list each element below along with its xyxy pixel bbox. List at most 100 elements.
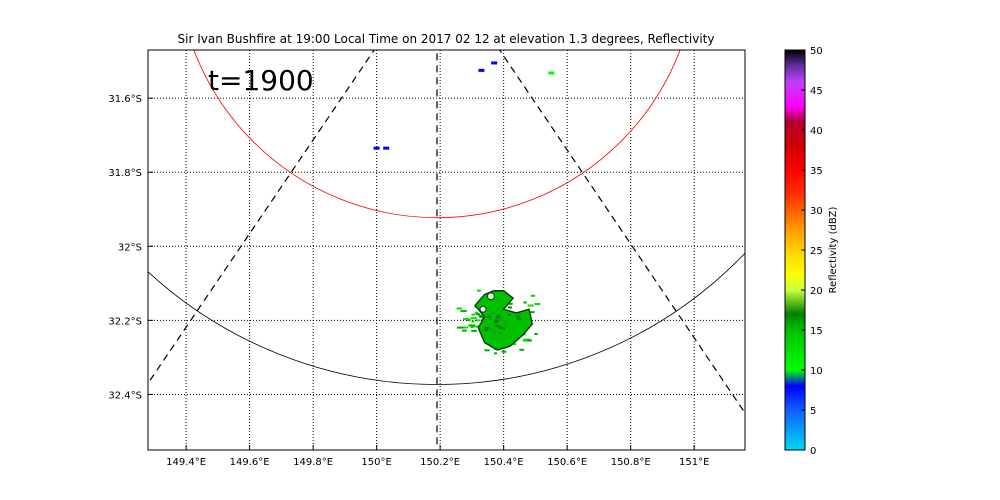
plume-texture: [488, 327, 493, 330]
plume-speckle: [470, 317, 477, 320]
plume-speckle: [484, 349, 490, 352]
plume-speckle: [475, 313, 481, 316]
plume-texture: [507, 313, 512, 316]
y-tick-label: 32°S: [118, 242, 142, 253]
plume-speckle: [474, 311, 479, 314]
colorbar-tick-label: 30: [810, 206, 823, 217]
plume-texture: [501, 327, 506, 330]
plume-texture: [488, 318, 493, 321]
plume-texture: [495, 316, 500, 319]
plume-texture: [494, 319, 499, 322]
plume-texture: [484, 326, 489, 329]
y-axis: 31.6°S 31.8°S 32°S 32.2°S 32.4°S: [108, 94, 153, 401]
plume-speckle: [534, 332, 538, 335]
colorbar-tick-label: 15: [810, 326, 823, 337]
plume-speckle: [476, 319, 481, 322]
plume-speckle: [522, 339, 528, 342]
plume-speckle: [471, 329, 477, 332]
colorbar-tick-label: 50: [810, 46, 823, 57]
plume-speckle: [476, 289, 481, 292]
plume-speckle: [460, 310, 467, 313]
grid-lines: [148, 50, 745, 450]
plume-texture: [505, 319, 510, 322]
colorbar-tick-label: 0: [810, 446, 816, 457]
x-tick-label: 149.8°E: [293, 457, 333, 468]
plume-speckle: [530, 311, 535, 314]
echo-pixel: [373, 146, 380, 150]
dashed-radial: [148, 50, 375, 384]
colorbar-tick-label: 10: [810, 366, 823, 377]
echo-pixel: [491, 61, 498, 65]
plume-speckle: [523, 301, 527, 304]
plume-speckle: [534, 302, 541, 305]
plume-speckle: [508, 302, 513, 305]
plume-texture: [478, 314, 483, 317]
dashed-radial: [498, 50, 745, 414]
plot-area: t=1900: [147, 49, 746, 451]
plume-texture: [502, 322, 507, 325]
dashed-radials: [148, 50, 745, 450]
echo-pixel: [548, 71, 555, 75]
plume-speckle: [519, 348, 525, 351]
x-tick-label: 149.4°E: [166, 457, 206, 468]
colorbar-tick-label: 25: [810, 246, 823, 257]
y-tick-label: 32.4°S: [108, 390, 142, 401]
x-tick-label: 150.2°E: [420, 457, 460, 468]
plume-texture: [500, 316, 505, 319]
x-tick-label: 149.6°E: [230, 457, 270, 468]
plume-texture: [516, 313, 521, 316]
echo-pixel: [478, 68, 485, 72]
colorbar-ticks: 0 5 10 15 20 25 30 35 40 45 50: [801, 46, 823, 457]
plot-frame: [147, 49, 746, 451]
range-ring: [193, 50, 681, 218]
plume-speckle: [474, 325, 480, 328]
plume-speckle: [462, 317, 470, 320]
x-axis: 149.4°E 149.6°E 149.8°E 150°E 150.2°E 150.4°E…: [166, 445, 709, 468]
plume-speckle: [501, 350, 507, 353]
x-tick-label: 151°E: [679, 457, 709, 468]
y-tick-label: 32.2°S: [108, 316, 142, 327]
plume-texture: [484, 329, 489, 332]
plume-texture: [515, 315, 520, 318]
y-tick-label: 31.6°S: [108, 94, 142, 105]
range-ring: [148, 252, 745, 385]
plot-background: [148, 50, 745, 450]
plume-texture: [479, 315, 484, 318]
plume-speckle: [471, 313, 475, 316]
plume-speckle: [471, 320, 475, 323]
plume-speckle: [530, 294, 536, 297]
colorbar-tick-label: 45: [810, 86, 823, 97]
colorbar-tick-label: 20: [810, 286, 823, 297]
plume-texture: [496, 314, 501, 317]
plume-texture: [516, 317, 521, 320]
x-tick-label: 150.4°E: [484, 457, 524, 468]
plume-speckle: [468, 324, 476, 327]
colorbar-tick-label: 5: [810, 406, 816, 417]
time-annotation: t=1900: [208, 64, 314, 97]
plume-speckle: [461, 329, 467, 332]
plume-texture: [491, 331, 496, 334]
plume-texture: [507, 306, 512, 309]
plume-speckle: [494, 352, 498, 355]
plume-texture: [498, 317, 503, 320]
plume-speckle: [463, 326, 468, 329]
y-tick-label: 31.8°S: [108, 168, 142, 179]
colorbar-tick-label: 35: [810, 166, 823, 177]
plume-speckle: [467, 319, 471, 322]
x-tick-label: 150.6°E: [547, 457, 587, 468]
plume-texture: [487, 315, 492, 318]
x-tick-label: 150.8°E: [611, 457, 651, 468]
plume-speckle: [527, 304, 534, 307]
plume-texture: [497, 319, 502, 322]
chart-title: Sir Ivan Bushfire at 19:00 Local Time on…: [178, 32, 715, 46]
plume-speckle: [470, 326, 474, 329]
plume-hole: [479, 305, 487, 313]
colorbar: 0 5 10 15 20 25 30 35 40 45 50 Reflectivity (dBZ): [784, 46, 839, 457]
colorbar-tick-label: 40: [810, 126, 823, 137]
plume-texture: [486, 313, 491, 316]
plume-hole: [486, 292, 495, 301]
plume-texture: [494, 321, 499, 324]
echo-pixel: [383, 146, 390, 150]
plume-speckle: [512, 343, 517, 346]
